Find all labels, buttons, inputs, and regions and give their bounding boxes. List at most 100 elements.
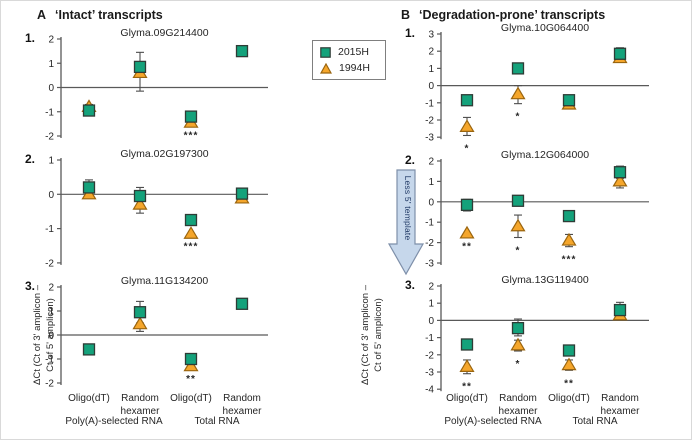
y-tick-label: 0 — [428, 197, 434, 208]
y-tick-label: -2 — [425, 116, 434, 127]
y-tick-label: 0 — [48, 331, 54, 342]
significance-stars: *** — [562, 255, 577, 266]
significance-stars: ** — [462, 382, 472, 393]
significance-stars: * — [516, 112, 521, 123]
subplot-title: Glyma.02G197300 — [120, 148, 208, 160]
less-5-template-arrow — [387, 169, 425, 276]
panel-b-label: B — [401, 8, 411, 22]
marker-2015h — [613, 47, 627, 60]
group-label-a-total: Total RNA — [194, 416, 240, 427]
y-tick-label: -2 — [425, 238, 434, 249]
subplot-title: Glyma.09G214400 — [120, 27, 208, 39]
marker-2015h — [82, 104, 96, 117]
y-tick-label: -2 — [45, 379, 54, 390]
significance-stars: *** — [184, 131, 199, 142]
less-5-template-label: Less 5' template — [403, 175, 413, 241]
x-tick-b-oligodt-total: Oligo(dT) — [548, 393, 590, 404]
y-tick-label: -1 — [425, 218, 434, 229]
marker-2015h — [562, 344, 576, 357]
significance-stars: *** — [184, 242, 199, 253]
marker-1994h — [132, 196, 148, 210]
panel-b-title: ‘Degradation-prone’ transcripts — [419, 8, 606, 22]
marker-2015h — [460, 94, 474, 107]
legend-label-2015h: 2015H — [338, 46, 369, 58]
y-tick-label: 1 — [428, 64, 434, 75]
y-tick-label: 2 — [428, 282, 434, 293]
triangle-marker-icon — [320, 62, 332, 74]
marker-2015h — [511, 321, 525, 335]
significance-stars: * — [465, 143, 470, 154]
y-tick-label: 1 — [48, 156, 54, 167]
subplot-b1-chart: 3 2 1 0 -1 -2 -3 Glyma.10G064400 1. * * — [405, 22, 649, 154]
x-tick-a-hexamer-total: Random hexamer — [222, 393, 262, 417]
legend-item-2015h: 2015H — [320, 46, 378, 58]
subplot-title: Glyma.12G064000 — [501, 149, 589, 161]
group-label-a-polya: Poly(A)-selected RNA — [65, 416, 163, 427]
marker-2015h — [613, 166, 627, 179]
marker-2015h — [562, 94, 576, 107]
y-tick-label: 0 — [48, 190, 54, 201]
y-axis-label-b: ΔCt (Ct of 3' amplicon – Ct of 5' amplic… — [360, 284, 384, 386]
x-tick-a-oligodt-total: Oligo(dT) — [170, 393, 212, 404]
y-tick-label: -1 — [425, 333, 434, 344]
y-tick-label: 1 — [428, 177, 434, 188]
marker-1994h — [459, 119, 475, 132]
subplot-a1-chart: 2 1 0 -1 -2 Glyma.09G214400 1. *** — [25, 27, 268, 143]
y-tick-label: 2 — [428, 157, 434, 168]
marker-2015h — [133, 60, 147, 74]
marker-2015h — [184, 110, 198, 123]
marker-2015h — [613, 303, 627, 317]
marker-1994h — [459, 225, 475, 239]
marker-1994h — [510, 86, 526, 100]
group-label-b-total: Total RNA — [572, 416, 618, 427]
marker-2015h — [511, 62, 525, 75]
legend: 2015H 1994H — [312, 40, 386, 80]
y-tick-label: 0 — [48, 83, 54, 94]
marker-2015h — [562, 209, 576, 223]
x-tick-a-hexamer-polya: Random hexamer — [120, 393, 160, 417]
marker-1994h — [561, 232, 577, 246]
y-tick-label: -4 — [425, 385, 434, 396]
y-tick-label: 2 — [48, 35, 54, 46]
significance-stars: ** — [564, 378, 574, 389]
marker-2015h — [82, 181, 96, 194]
subplot-number: 3. — [25, 279, 35, 293]
x-tick-b-oligodt-polya: Oligo(dT) — [446, 393, 488, 404]
x-tick-b-hexamer-total: Random hexamer — [600, 393, 640, 417]
y-tick-label: -3 — [425, 259, 434, 270]
y-tick-label: -3 — [425, 133, 434, 144]
marker-2015h — [235, 187, 249, 200]
subplot-title: Glyma.11G134200 — [121, 275, 209, 287]
down-arrow-icon — [387, 169, 425, 276]
y-tick-label: -2 — [425, 350, 434, 361]
x-tick-b-hexamer-polya: Random hexamer — [498, 393, 538, 417]
significance-stars: ** — [186, 374, 196, 385]
marker-2015h — [235, 44, 249, 58]
subplot-number: 1. — [25, 31, 35, 45]
y-axis-label-a: ΔCt (Ct of 3' amplicon – Ct of 5' amplic… — [32, 284, 56, 386]
subplot-number: 2. — [25, 152, 35, 166]
y-tick-label: -3 — [425, 368, 434, 379]
significance-stars: ** — [462, 241, 472, 252]
marker-2015h — [82, 343, 96, 356]
marker-1994h — [510, 218, 526, 232]
panel-a-label: A — [37, 8, 47, 22]
y-tick-label: 1 — [428, 299, 434, 310]
marker-2015h — [184, 213, 198, 227]
marker-2015h — [460, 198, 474, 212]
y-tick-label: -2 — [45, 132, 54, 143]
subplot-title: Glyma.13G119400 — [501, 274, 589, 286]
y-tick-label: -1 — [45, 224, 54, 235]
marker-2015h — [511, 194, 525, 207]
marker-2015h — [133, 189, 147, 203]
y-tick-label: 2 — [48, 283, 54, 294]
legend-label-1994h: 1994H — [339, 62, 370, 74]
y-tick-label: 0 — [428, 316, 434, 327]
subplot-number: 1. — [405, 26, 415, 40]
marker-2015h — [133, 306, 147, 319]
subplot-title: Glyma.10G064400 — [501, 22, 589, 34]
y-tick-label: -1 — [45, 355, 54, 366]
subplot-number: 3. — [405, 278, 415, 292]
